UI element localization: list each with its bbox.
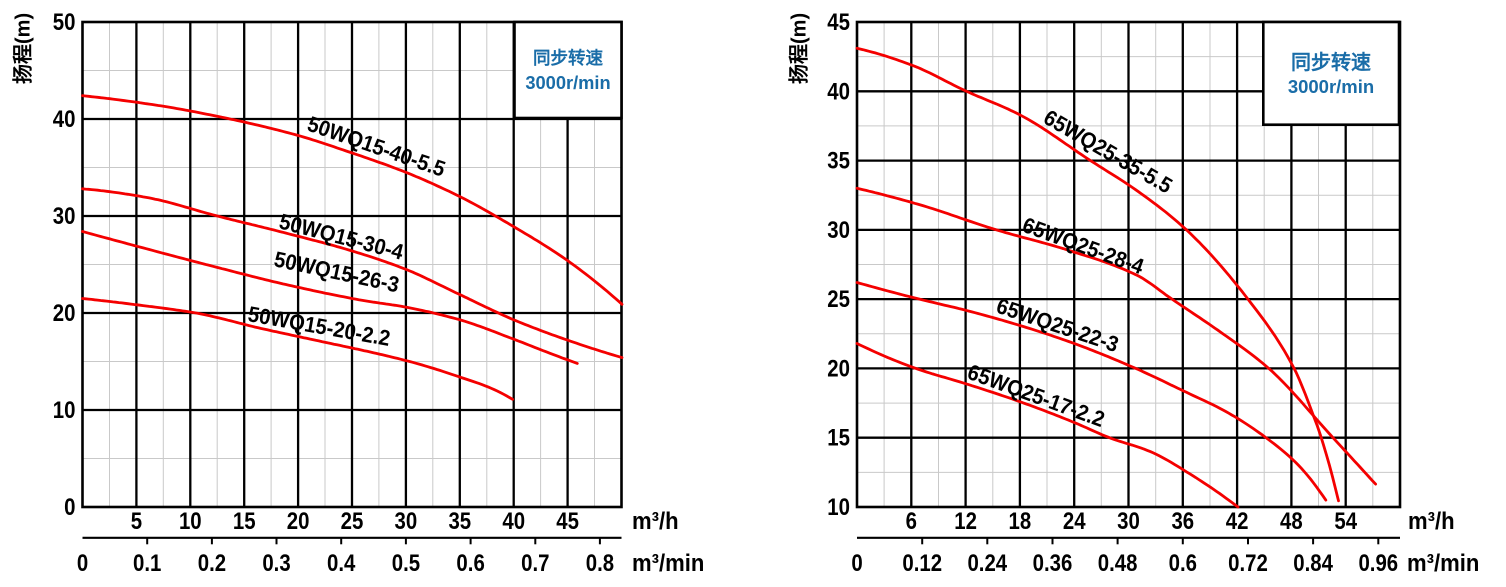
svg-text:30: 30 [1117, 507, 1140, 534]
svg-text:45: 45 [556, 507, 579, 534]
svg-text:同步转速: 同步转速 [1291, 50, 1371, 74]
svg-text:0: 0 [851, 549, 862, 576]
svg-text:0.48: 0.48 [1098, 549, 1138, 576]
svg-text:0.24: 0.24 [967, 549, 1007, 576]
svg-text:42: 42 [1226, 507, 1249, 534]
svg-text:10: 10 [53, 396, 76, 423]
svg-text:0.12: 0.12 [902, 549, 942, 576]
svg-text:0.3: 0.3 [262, 549, 290, 576]
svg-text:0.6: 0.6 [1169, 549, 1197, 576]
svg-text:30: 30 [395, 507, 418, 534]
svg-text:0: 0 [77, 549, 88, 576]
svg-text:同步转速: 同步转速 [533, 48, 603, 68]
svg-text:50: 50 [53, 8, 76, 35]
svg-text:m³/min: m³/min [1407, 549, 1479, 576]
svg-text:54: 54 [1334, 507, 1357, 534]
svg-text:0.1: 0.1 [133, 549, 161, 576]
svg-text:0.8: 0.8 [586, 549, 614, 576]
svg-text:40: 40 [827, 78, 850, 105]
svg-text:30: 30 [827, 216, 850, 243]
svg-text:m³/h: m³/h [1408, 507, 1455, 534]
svg-text:25: 25 [341, 507, 364, 534]
svg-text:24: 24 [1063, 507, 1086, 534]
svg-text:扬程(m): 扬程(m) [788, 13, 811, 84]
svg-text:36: 36 [1171, 507, 1194, 534]
svg-text:0.4: 0.4 [327, 549, 356, 576]
svg-text:30: 30 [53, 202, 76, 229]
svg-text:65WQ25-22-3: 65WQ25-22-3 [993, 294, 1121, 357]
svg-text:0.2: 0.2 [198, 549, 226, 576]
svg-text:35: 35 [448, 507, 471, 534]
svg-text:m³/min: m³/min [632, 549, 704, 576]
svg-text:5: 5 [131, 507, 142, 534]
svg-text:3000r/min: 3000r/min [1288, 76, 1374, 97]
svg-text:10: 10 [827, 493, 850, 520]
svg-text:0.5: 0.5 [392, 549, 420, 576]
svg-text:20: 20 [827, 355, 850, 382]
svg-text:40: 40 [502, 507, 525, 534]
svg-text:0.6: 0.6 [456, 549, 484, 576]
svg-text:25: 25 [827, 286, 850, 313]
svg-text:0: 0 [64, 493, 75, 520]
svg-text:6: 6 [906, 507, 917, 534]
svg-text:0.84: 0.84 [1293, 549, 1333, 576]
svg-text:20: 20 [287, 507, 310, 534]
svg-text:10: 10 [179, 507, 202, 534]
svg-text:20: 20 [53, 299, 76, 326]
svg-text:45: 45 [827, 8, 850, 35]
svg-text:扬程(m): 扬程(m) [12, 13, 35, 84]
svg-text:12: 12 [954, 507, 977, 534]
svg-text:65WQ25-17-2.2: 65WQ25-17-2.2 [964, 360, 1107, 432]
svg-text:48: 48 [1280, 507, 1303, 534]
svg-text:0.36: 0.36 [1033, 549, 1073, 576]
svg-text:0.96: 0.96 [1358, 549, 1398, 576]
svg-text:40: 40 [53, 105, 76, 132]
svg-text:50WQ15-40-5.5: 50WQ15-40-5.5 [304, 112, 448, 182]
svg-text:15: 15 [233, 507, 256, 534]
svg-text:0.7: 0.7 [521, 549, 549, 576]
svg-text:0.72: 0.72 [1228, 549, 1268, 576]
svg-text:m³/h: m³/h [632, 507, 679, 534]
svg-text:35: 35 [827, 147, 850, 174]
svg-text:15: 15 [827, 424, 850, 451]
svg-text:50WQ15-20-2.2: 50WQ15-20-2.2 [246, 303, 392, 352]
svg-text:3000r/min: 3000r/min [525, 72, 610, 93]
svg-text:18: 18 [1009, 507, 1032, 534]
